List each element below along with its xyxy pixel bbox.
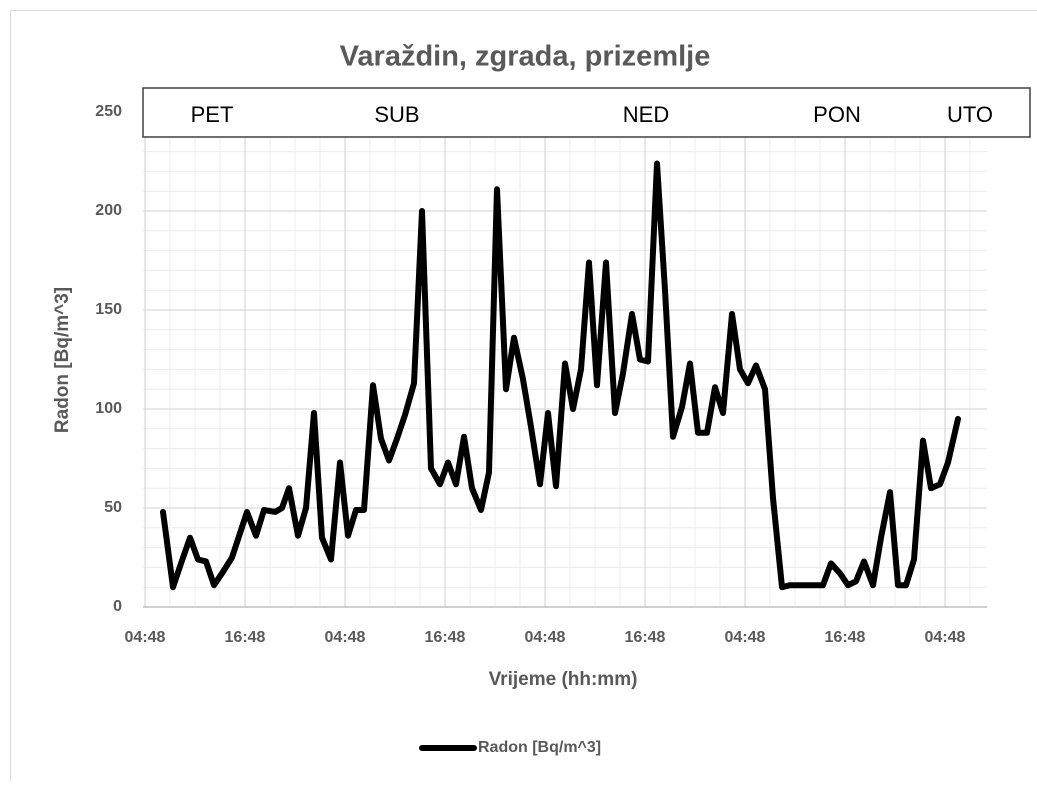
x-tick-label: 04:48 (525, 629, 566, 646)
x-tick-label: 16:48 (825, 629, 866, 646)
day-label: PON (813, 102, 861, 127)
day-label: UTO (947, 102, 993, 127)
y-tick-label: 150 (95, 301, 122, 318)
x-tick-label: 16:48 (425, 629, 466, 646)
y-tick-label: 250 (95, 103, 122, 120)
y-tick-label: 200 (95, 202, 122, 219)
day-label: SUB (374, 102, 419, 127)
x-tick-label: 04:48 (725, 629, 766, 646)
day-label: NED (623, 102, 669, 127)
x-axis-title: Vrijeme (hh:mm) (489, 669, 638, 690)
day-box (143, 88, 1030, 137)
x-tick-label: 16:48 (625, 629, 666, 646)
x-tick-label: 04:48 (125, 629, 166, 646)
x-tick-label: 04:48 (925, 629, 966, 646)
day-label: PET (191, 102, 234, 127)
y-tick-label: 100 (95, 400, 122, 417)
x-tick-label: 16:48 (225, 629, 266, 646)
legend-label: Radon [Bq/m^3] (478, 739, 601, 756)
y-tick-label: 50 (104, 499, 122, 516)
y-tick-label: 0 (113, 598, 122, 615)
chart-title: Varaždin, zgrada, prizemlje (340, 41, 711, 73)
x-tick-label: 04:48 (325, 629, 366, 646)
y-axis-title: Radon [Bq/m^3] (52, 287, 73, 433)
